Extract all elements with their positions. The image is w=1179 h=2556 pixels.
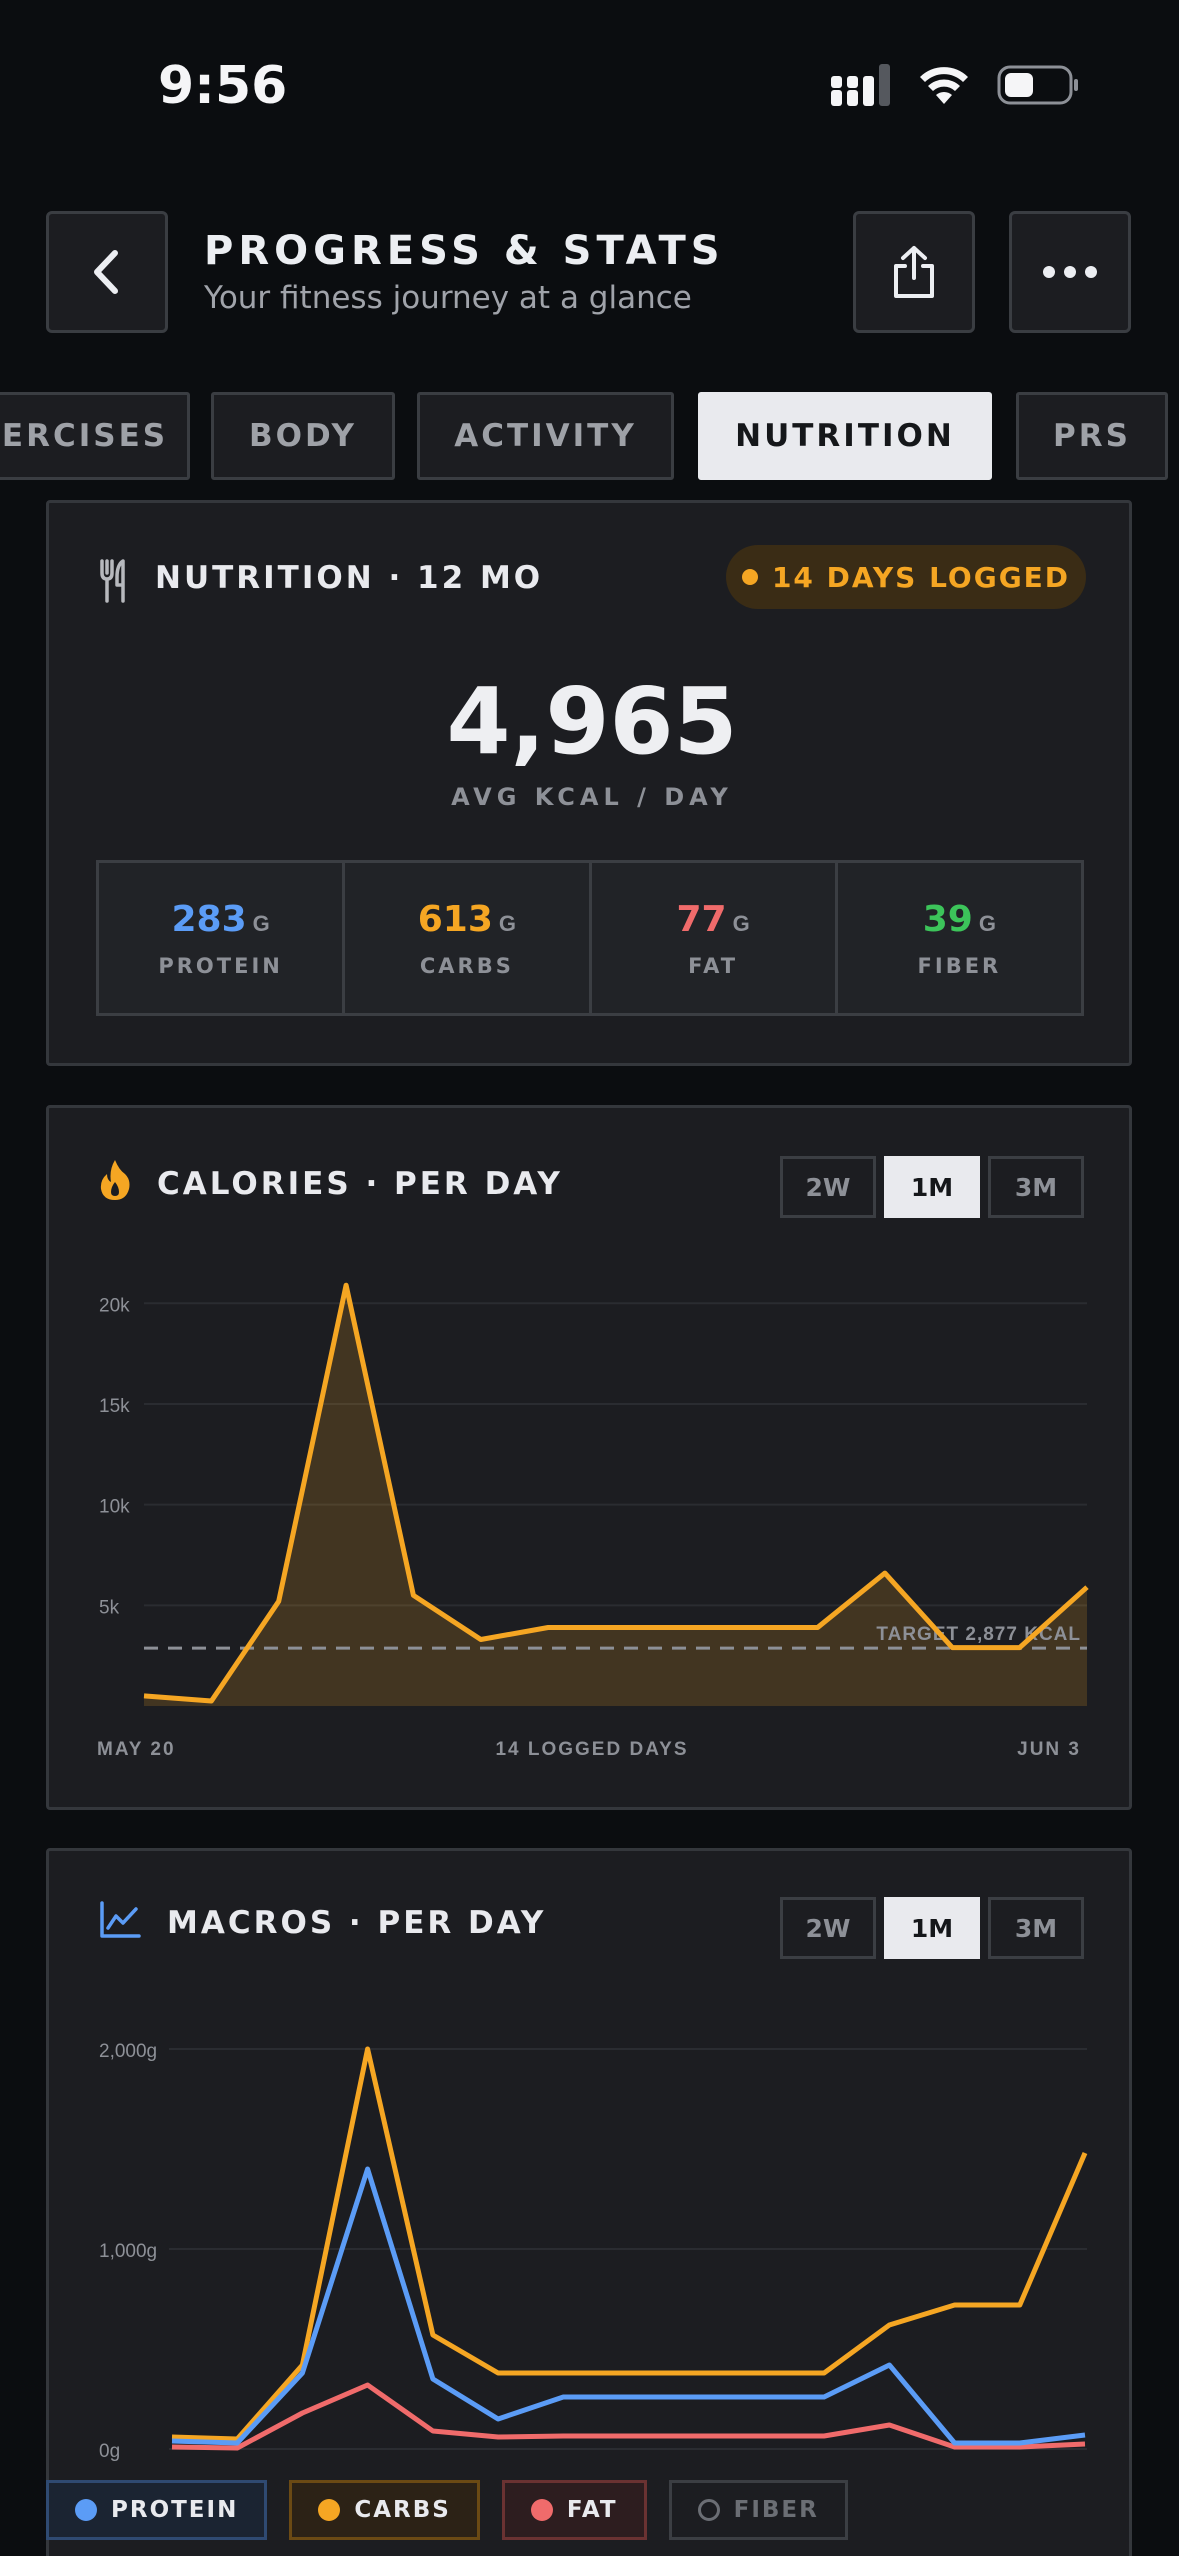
- macros-card-title: MACROS · PER DAY: [167, 1905, 547, 1941]
- avg-kcal-value: 4,965: [446, 668, 738, 775]
- legend-carbs-label: CARBS: [354, 2497, 451, 2523]
- calories-x-end: JUN 3: [1017, 1739, 1081, 1760]
- signal-icon: [831, 64, 890, 106]
- line-chart-icon: [100, 1901, 141, 1938]
- tab-activity[interactable]: ACTIVITY: [417, 392, 674, 480]
- macro-fiber-unit: G: [978, 910, 996, 936]
- macro-carbs-label: CARBS: [419, 953, 514, 978]
- macros-chart: 2,000g 1,000g 0g: [99, 2041, 1088, 2462]
- macros-line-protein: [171, 2166, 1086, 2446]
- macro-fat: 77 G FAT: [592, 863, 838, 1013]
- calories-chart: 20k 15k 10k 5k TARGET 2,877 KCAL: [99, 1282, 1089, 1706]
- macro-summary: 283 G PROTEIN 613 G CARBS 77 G FAT 39 G FIBE…: [96, 860, 1084, 1016]
- legend-fiber-label: FIBER: [733, 2497, 819, 2523]
- calories-y-tick: 5k: [99, 1597, 120, 1618]
- macro-protein: 283 G PROTEIN: [99, 863, 346, 1013]
- page-title: PROGRESS & STATS: [204, 228, 725, 274]
- battery-icon: [997, 65, 1078, 105]
- macro-protein-value: 283: [171, 898, 247, 940]
- macros-range-1m[interactable]: 1M: [884, 1897, 980, 1959]
- macro-fiber-value: 39: [922, 898, 973, 940]
- legend-fat-label: FAT: [566, 2497, 618, 2523]
- legend-protein-label: PROTEIN: [111, 2497, 239, 2523]
- macros-range-selector: 2W 1M 3M: [780, 1897, 1084, 1959]
- calories-y-tick: 15k: [99, 1396, 130, 1417]
- legend-carbs-dot: [318, 2499, 341, 2521]
- status-icons: [831, 64, 1079, 106]
- calories-y-tick: 20k: [99, 1295, 130, 1316]
- nutrition-summary-card: NUTRITION · 12 MO 14 DAYS LOGGED 4,965 A…: [46, 500, 1132, 1066]
- calories-line: [143, 1282, 1089, 1704]
- macro-protein-unit: G: [252, 910, 270, 936]
- macros-y-tick: 2,000g: [99, 2041, 157, 2062]
- page-subtitle: Your fitness journey at a glance: [204, 280, 692, 316]
- calories-range-2w[interactable]: 2W: [780, 1156, 876, 1218]
- legend-fiber-dot: [697, 2499, 720, 2521]
- calories-x-start: MAY 20: [97, 1739, 176, 1760]
- macros-line-carbs: [171, 2046, 1088, 2442]
- calories-y-tick: 10k: [99, 1497, 130, 1518]
- legend-carbs[interactable]: CARBS: [289, 2480, 480, 2540]
- macros-y-tick: 1,000g: [99, 2241, 157, 2262]
- share-button[interactable]: [853, 211, 975, 333]
- badge-dot: [741, 569, 758, 585]
- macro-protein-label: PROTEIN: [158, 953, 283, 978]
- fork-knife-icon: [100, 559, 125, 603]
- tab-body[interactable]: BODY: [211, 392, 395, 480]
- macro-fat-label: FAT: [688, 953, 739, 978]
- back-button[interactable]: [46, 211, 168, 333]
- macros-card: MACROS · PER DAY 2W 1M 3M 2,000g 1,000g 0g: [46, 1848, 1132, 2556]
- status-time: 9:56: [158, 56, 288, 116]
- legend-protein[interactable]: PROTEIN: [46, 2480, 268, 2540]
- flame-icon: [100, 1160, 130, 1200]
- days-logged-text: 14 DAYS LOGGED: [771, 560, 1071, 594]
- macros-legend: PROTEIN CARBS FAT FIBER: [46, 2480, 848, 2540]
- calories-range-selector: 2W 1M 3M: [780, 1156, 1084, 1218]
- macro-carbs: 613 G CARBS: [345, 863, 592, 1013]
- macros-y-tick: 0g: [99, 2441, 120, 2462]
- calories-card: CALORIES · PER DAY 2W 1M 3M 20k 15k 10k 5k T…: [46, 1105, 1132, 1810]
- wifi-icon: [920, 67, 968, 104]
- macro-fat-unit: G: [732, 910, 750, 936]
- tab-prs[interactable]: PRS: [1016, 392, 1168, 480]
- days-logged-badge: 14 DAYS LOGGED: [726, 545, 1086, 609]
- legend-fat[interactable]: FAT: [501, 2480, 647, 2540]
- macro-fiber: 39 G FIBER: [838, 863, 1081, 1013]
- chevron-left-icon: [94, 250, 118, 294]
- macros-range-3m[interactable]: 3M: [988, 1897, 1084, 1959]
- macro-carbs-unit: G: [498, 910, 517, 936]
- calories-range-3m[interactable]: 3M: [988, 1156, 1084, 1218]
- legend-fiber[interactable]: FIBER: [668, 2480, 848, 2540]
- more-options-button[interactable]: [1009, 211, 1131, 333]
- macros-range-2w[interactable]: 2W: [780, 1897, 876, 1959]
- calories-range-1m[interactable]: 1M: [884, 1156, 980, 1218]
- macro-fat-value: 77: [676, 898, 727, 940]
- calories-card-title: CALORIES · PER DAY: [157, 1166, 563, 1202]
- share-icon: [894, 246, 934, 298]
- tab-exercises[interactable]: ERCISES: [0, 392, 190, 480]
- legend-protein-dot: [75, 2499, 97, 2521]
- avg-kcal-label: AVG KCAL / DAY: [451, 783, 733, 811]
- macros-line-fat: [171, 2382, 1086, 2451]
- status-bar: 9:56: [0, 0, 1179, 175]
- tab-nutrition[interactable]: NUTRITION: [698, 392, 992, 480]
- nutrition-card-title: NUTRITION · 12 MO: [155, 560, 544, 596]
- more-horizontal-icon: [1043, 266, 1097, 278]
- calories-x-center: 14 LOGGED DAYS: [495, 1739, 689, 1760]
- macro-carbs-value: 613: [417, 898, 493, 940]
- legend-fat-dot: [530, 2499, 553, 2521]
- macro-fiber-label: FIBER: [917, 953, 1002, 978]
- calories-target-label: TARGET 2,877 KCAL: [876, 1624, 1081, 1645]
